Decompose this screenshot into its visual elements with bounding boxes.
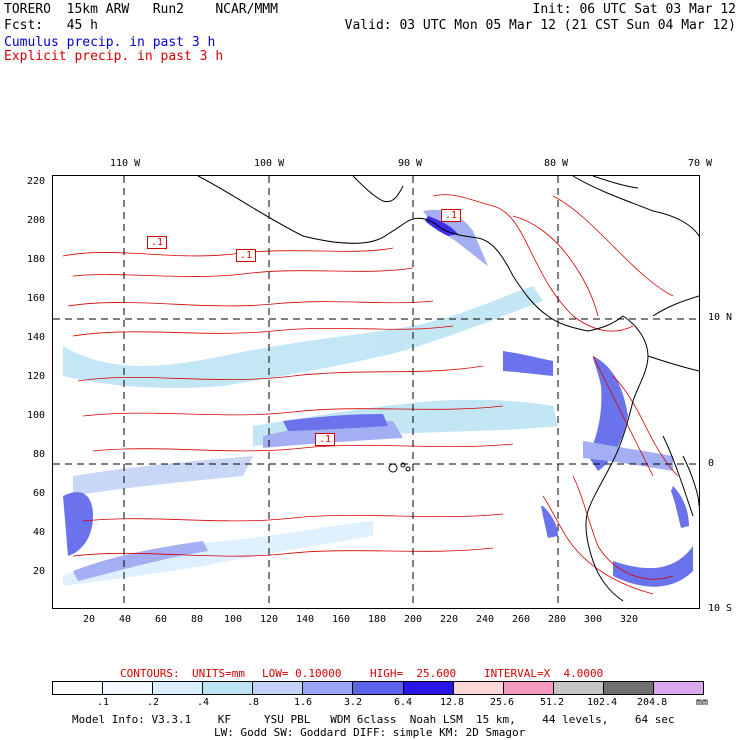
precip-map: .1 .1 .1 .1 xyxy=(52,175,700,609)
x-tick-80: 80 xyxy=(191,614,204,625)
x-tick-140: 140 xyxy=(296,614,315,625)
explicit-precip-contours xyxy=(62,194,679,595)
lat-label-0: 0 xyxy=(708,458,715,469)
x-tick-260: 260 xyxy=(512,614,531,625)
lon-label-110w: 110 W xyxy=(110,158,141,169)
legend-swatch xyxy=(103,682,154,694)
x-tick-240: 240 xyxy=(476,614,495,625)
contours-title: CONTOURS: xyxy=(120,667,180,680)
lon-label-80w: 80 W xyxy=(544,158,569,169)
legend-value: 3.2 xyxy=(344,697,363,708)
legend-swatch xyxy=(453,682,504,694)
galapagos-islands xyxy=(388,462,411,473)
contour-label: .1 xyxy=(315,433,336,446)
x-tick-40: 40 xyxy=(119,614,132,625)
y-tick-200: 200 xyxy=(27,215,46,226)
legend-value: 12.8 xyxy=(440,697,465,708)
init-time: Init: 06 UTC Sat 03 Mar 12 xyxy=(532,2,737,17)
legend-swatch xyxy=(503,682,554,694)
physics-info: LW: Godd SW: Goddard DIFF: simple KM: 2D… xyxy=(214,726,526,739)
y-tick-140: 140 xyxy=(27,332,46,343)
x-tick-320: 320 xyxy=(620,614,639,625)
y-tick-220: 220 xyxy=(27,176,46,187)
y-tick-20: 20 xyxy=(33,566,46,577)
x-tick-160: 160 xyxy=(332,614,351,625)
y-tick-120: 120 xyxy=(27,371,46,382)
lat-label-10n: 10 N xyxy=(708,312,733,323)
model-info: Model Info: V3.3.1 KF YSU PBL WDM 6class… xyxy=(72,713,675,726)
x-tick-220: 220 xyxy=(440,614,459,625)
contour-label: .1 xyxy=(441,209,462,222)
legend-value: .2 xyxy=(147,697,160,708)
valid-time: Valid: 03 UTC Mon 05 Mar 12 (21 CST Sun … xyxy=(344,18,736,33)
legend-units: mm xyxy=(696,697,709,708)
legend-swatch xyxy=(653,682,704,694)
legend-swatch xyxy=(253,682,304,694)
contours-low: LOW= 0.10000 xyxy=(262,667,342,680)
legend-swatch xyxy=(553,682,604,694)
legend-value: .1 xyxy=(97,697,110,708)
x-tick-100: 100 xyxy=(224,614,243,625)
forecast-hour: Fcst: 45 h xyxy=(4,18,98,33)
legend-value: 51.2 xyxy=(540,697,565,708)
lon-label-70w: 70 W xyxy=(688,158,713,169)
y-tick-40: 40 xyxy=(33,527,46,538)
x-tick-180: 180 xyxy=(368,614,387,625)
contours-high: HIGH= 25.600 xyxy=(370,667,457,680)
model-title: TORERO 15km ARW Run2 NCAR/MMM xyxy=(4,2,278,17)
legend-value: 102.4 xyxy=(587,697,618,708)
coastlines xyxy=(197,176,699,602)
y-tick-100: 100 xyxy=(27,410,46,421)
x-tick-200: 200 xyxy=(404,614,423,625)
legend-value: 204.8 xyxy=(637,697,668,708)
map-canvas xyxy=(53,176,699,608)
lat-lon-grid xyxy=(53,176,699,608)
y-tick-80: 80 xyxy=(33,449,46,460)
contours-units: UNITS=mm xyxy=(192,667,245,680)
x-tick-20: 20 xyxy=(83,614,96,625)
legend-value: .4 xyxy=(197,697,210,708)
cumulus-precip-bands xyxy=(63,209,693,587)
legend-swatch xyxy=(153,682,204,694)
legend-swatch xyxy=(203,682,254,694)
legend-swatch xyxy=(53,682,104,694)
legend-value: 25.6 xyxy=(490,697,515,708)
legend-colorbar xyxy=(52,681,704,695)
cumulus-label: Cumulus precip. in past 3 h xyxy=(4,35,216,50)
explicit-label: Explicit precip. in past 3 h xyxy=(4,49,224,64)
y-tick-180: 180 xyxy=(27,254,46,265)
contour-label: .1 xyxy=(147,236,168,249)
legend-swatch xyxy=(353,682,404,694)
y-tick-160: 160 xyxy=(27,293,46,304)
contour-label: .1 xyxy=(236,249,257,262)
x-tick-120: 120 xyxy=(260,614,279,625)
x-tick-300: 300 xyxy=(584,614,603,625)
lon-label-100w: 100 W xyxy=(254,158,285,169)
y-tick-60: 60 xyxy=(33,488,46,499)
x-tick-280: 280 xyxy=(548,614,567,625)
legend-swatch xyxy=(603,682,654,694)
lon-label-90w: 90 W xyxy=(398,158,423,169)
legend-value: .8 xyxy=(247,697,260,708)
contours-interval: INTERVAL=X 4.0000 xyxy=(484,667,604,680)
legend-swatch xyxy=(403,682,454,694)
x-tick-60: 60 xyxy=(155,614,168,625)
lat-label-10s: 10 S xyxy=(708,603,733,614)
legend-value: 1.6 xyxy=(294,697,313,708)
legend-value: 6.4 xyxy=(394,697,413,708)
legend-swatch xyxy=(303,682,354,694)
